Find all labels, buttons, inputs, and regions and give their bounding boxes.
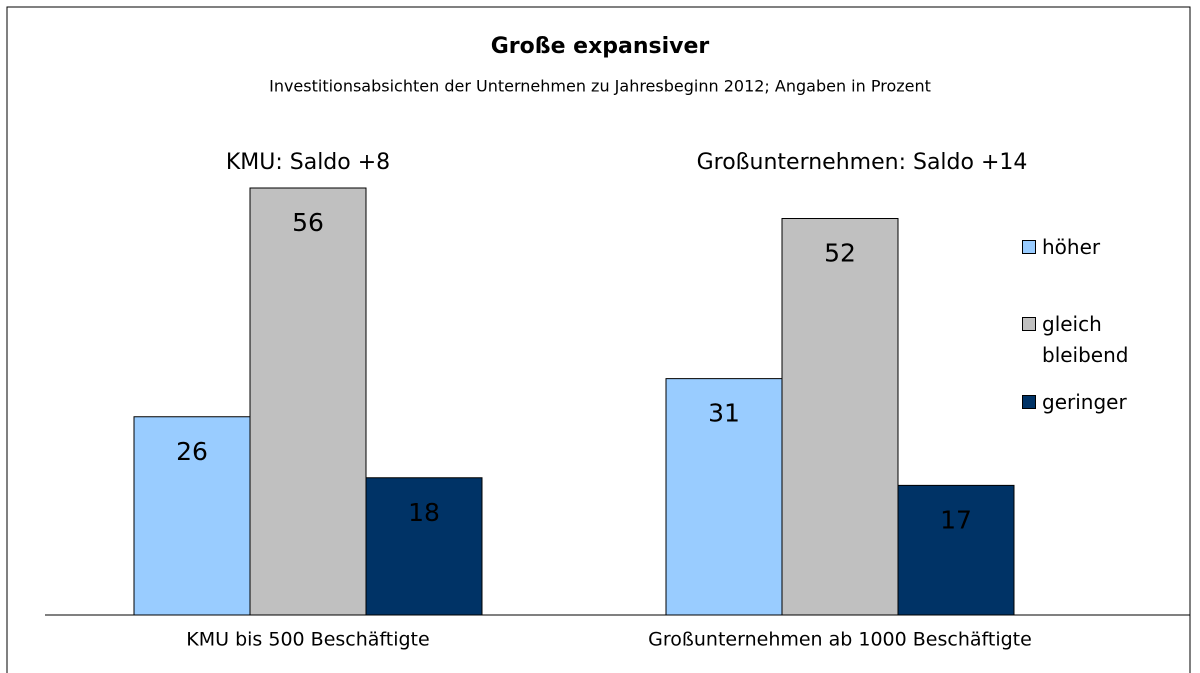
x-tick-label: Großunternehmen ab 1000 Beschäftigte <box>648 629 1032 651</box>
legend-label: geringer <box>1042 390 1127 414</box>
legend-entry: gleich bleibend <box>1022 309 1152 371</box>
x-tick-label: KMU bis 500 Beschäftigte <box>186 629 429 651</box>
frame <box>6 6 1191 673</box>
legend-swatch <box>1022 317 1036 331</box>
legend-label: höher <box>1042 235 1101 259</box>
value-label: 26 <box>176 437 208 466</box>
legend-swatch <box>1022 395 1036 409</box>
legend-label: gleich bleibend <box>1042 312 1129 367</box>
chart-subtitle: Investitionsabsichten der Unternehmen zu… <box>269 77 931 96</box>
bar <box>249 187 367 616</box>
bar <box>365 477 483 616</box>
value-label: 17 <box>940 505 972 534</box>
chart-title: Große expansiver <box>491 34 710 59</box>
value-label: 31 <box>708 399 740 428</box>
value-label: 18 <box>408 498 440 527</box>
legend-entry: höher <box>1022 232 1152 263</box>
group-annotation: Großunternehmen: Saldo +14 <box>697 150 1028 175</box>
legend-entry: geringer <box>1022 387 1152 418</box>
bar <box>781 218 899 616</box>
group-annotation: KMU: Saldo +8 <box>226 150 390 175</box>
legend-swatch <box>1022 240 1036 254</box>
bar <box>897 484 1015 616</box>
value-label: 52 <box>824 239 856 268</box>
value-label: 56 <box>292 208 324 237</box>
